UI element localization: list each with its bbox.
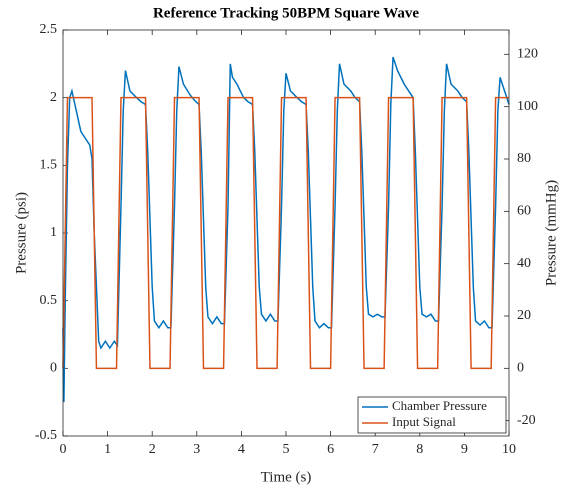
legend-box: [357, 396, 507, 434]
x-axis-label: Time (s): [261, 469, 312, 485]
y-tick-label: 0.5: [40, 293, 58, 308]
y-tick-label: 2: [50, 90, 57, 105]
y-tick-label: 0: [50, 361, 57, 376]
y2-tick-label: -20: [517, 413, 536, 428]
y-axis-label: Pressure (psi): [13, 192, 29, 274]
y-tick-label: -0.5: [35, 428, 57, 443]
chart-title: Reference Tracking 50BPM Square Wave: [153, 5, 419, 21]
x-tick-label: 6: [327, 442, 334, 457]
y-tick-label: 1: [50, 225, 57, 240]
x-tick-label: 8: [416, 442, 423, 457]
y2-tick-label: 60: [517, 204, 531, 219]
x-tick-label: 2: [149, 442, 156, 457]
x-tick-label: 10: [502, 442, 516, 457]
y-tick-label: 2.5: [40, 22, 58, 37]
y2-tick-label: 0: [517, 361, 524, 376]
data-line: [62, 56, 510, 403]
y2-tick-label: 100: [517, 99, 538, 114]
legend-label: Chamber Pressure: [392, 398, 487, 413]
x-tick-label: 1: [104, 442, 111, 457]
y2-tick-label: 40: [517, 256, 531, 271]
y2-tick-label: 120: [517, 47, 538, 62]
y2-tick-label: 20: [517, 308, 531, 323]
x-tick-label: 7: [372, 442, 379, 457]
legend-label: Input Signal: [392, 414, 456, 429]
x-tick-label: 5: [283, 442, 290, 457]
x-tick-label: 0: [60, 442, 67, 457]
y2-tick-label: 80: [517, 151, 531, 166]
x-tick-label: 4: [238, 442, 245, 457]
y-tick-label: 1.5: [40, 158, 58, 173]
data-line: [62, 96, 509, 370]
plot-frame: [62, 29, 510, 437]
x-tick-label: 9: [461, 442, 468, 457]
y2-axis-label: Pressure (mmHg): [543, 180, 559, 286]
x-tick-label: 3: [193, 442, 200, 457]
